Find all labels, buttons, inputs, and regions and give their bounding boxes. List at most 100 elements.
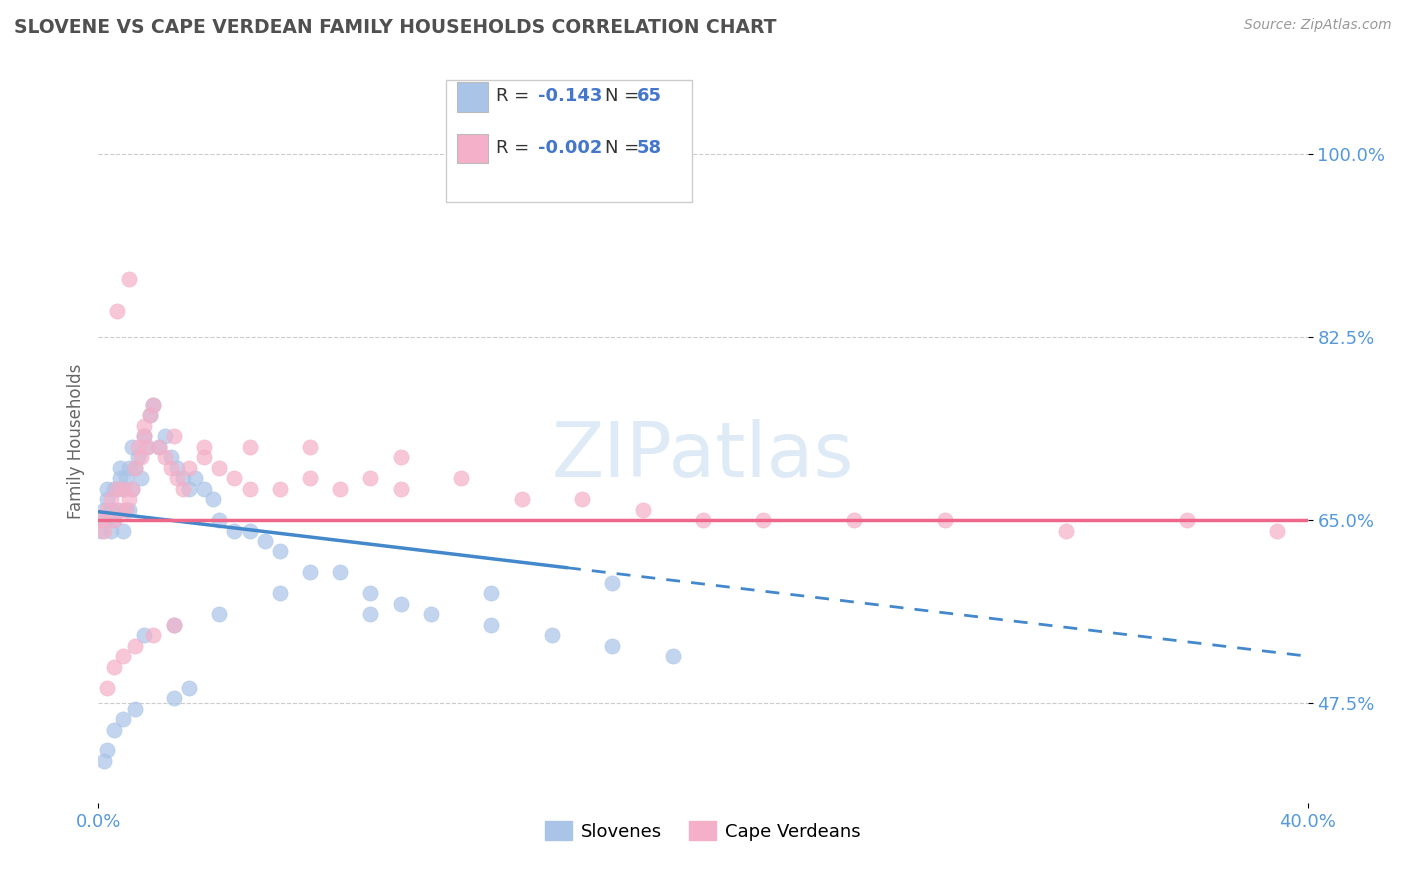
Point [1267,524,1289,538]
Point [193,450,215,465]
Point [111,524,134,538]
Point [934,513,956,527]
Point [118,492,141,507]
Point [571,492,593,507]
Point [450,471,472,485]
Point [208,607,231,622]
Text: -0.143: -0.143 [538,87,603,105]
Point [90,513,112,527]
Point [129,471,152,485]
Point [111,712,134,726]
Point [179,482,201,496]
Point [118,502,141,516]
Point [105,482,128,496]
Point [118,460,141,475]
Point [481,586,503,600]
Point [844,513,866,527]
Point [100,524,122,538]
Text: N =: N = [605,87,644,105]
Text: SLOVENE VS CAPE VERDEAN FAMILY HOUSEHOLDS CORRELATION CHART: SLOVENE VS CAPE VERDEAN FAMILY HOUSEHOLD… [14,18,776,37]
Point [139,409,162,423]
Point [202,492,225,507]
Point [239,482,262,496]
Point [153,450,176,465]
Text: R =: R = [496,87,536,105]
Point [163,617,186,632]
Point [299,566,322,580]
Point [224,471,246,485]
Point [90,524,112,538]
Point [142,398,165,412]
Point [389,482,412,496]
Point [135,440,157,454]
Point [163,617,186,632]
Text: Source: ZipAtlas.com: Source: ZipAtlas.com [1244,18,1392,32]
Point [142,398,165,412]
Point [132,429,155,443]
Point [481,617,503,632]
Point [96,743,118,757]
Point [114,502,136,516]
Text: ZIPatlas: ZIPatlas [551,419,855,493]
Point [160,460,183,475]
Point [135,440,157,454]
Point [184,471,207,485]
Point [132,418,155,433]
Point [111,482,134,496]
Point [163,429,186,443]
Point [121,440,143,454]
Point [103,723,125,737]
Point [360,471,382,485]
Point [153,429,176,443]
Point [389,597,412,611]
Point [1054,524,1077,538]
Point [329,482,352,496]
Point [224,524,246,538]
Point [163,691,186,706]
Point [124,639,146,653]
Point [114,502,136,516]
Point [179,681,201,695]
Point [129,450,152,465]
Point [540,628,562,642]
Point [108,471,131,485]
Point [208,460,231,475]
Point [108,502,131,516]
Point [299,440,322,454]
Point [602,639,624,653]
Point [127,450,149,465]
Text: -0.002: -0.002 [538,139,603,157]
Point [631,502,654,516]
Point [389,450,412,465]
Point [139,409,162,423]
Point [253,534,276,549]
Point [239,440,262,454]
Point [420,607,443,622]
Point [114,471,136,485]
Point [121,482,143,496]
Point [602,575,624,590]
Point [752,513,775,527]
Point [193,440,215,454]
Point [93,754,115,768]
Point [166,471,188,485]
Point [132,628,155,642]
Text: N =: N = [605,139,644,157]
Point [510,492,533,507]
Point [299,471,322,485]
Point [105,502,128,516]
Point [93,524,115,538]
Point [105,303,128,318]
Point [103,513,125,527]
Point [124,460,146,475]
Point [124,460,146,475]
Text: 58: 58 [637,139,662,157]
Point [148,440,170,454]
Point [124,701,146,715]
Point [172,482,194,496]
Point [96,482,118,496]
Point [111,649,134,664]
Point [269,544,291,558]
Point [239,524,262,538]
Point [360,586,382,600]
